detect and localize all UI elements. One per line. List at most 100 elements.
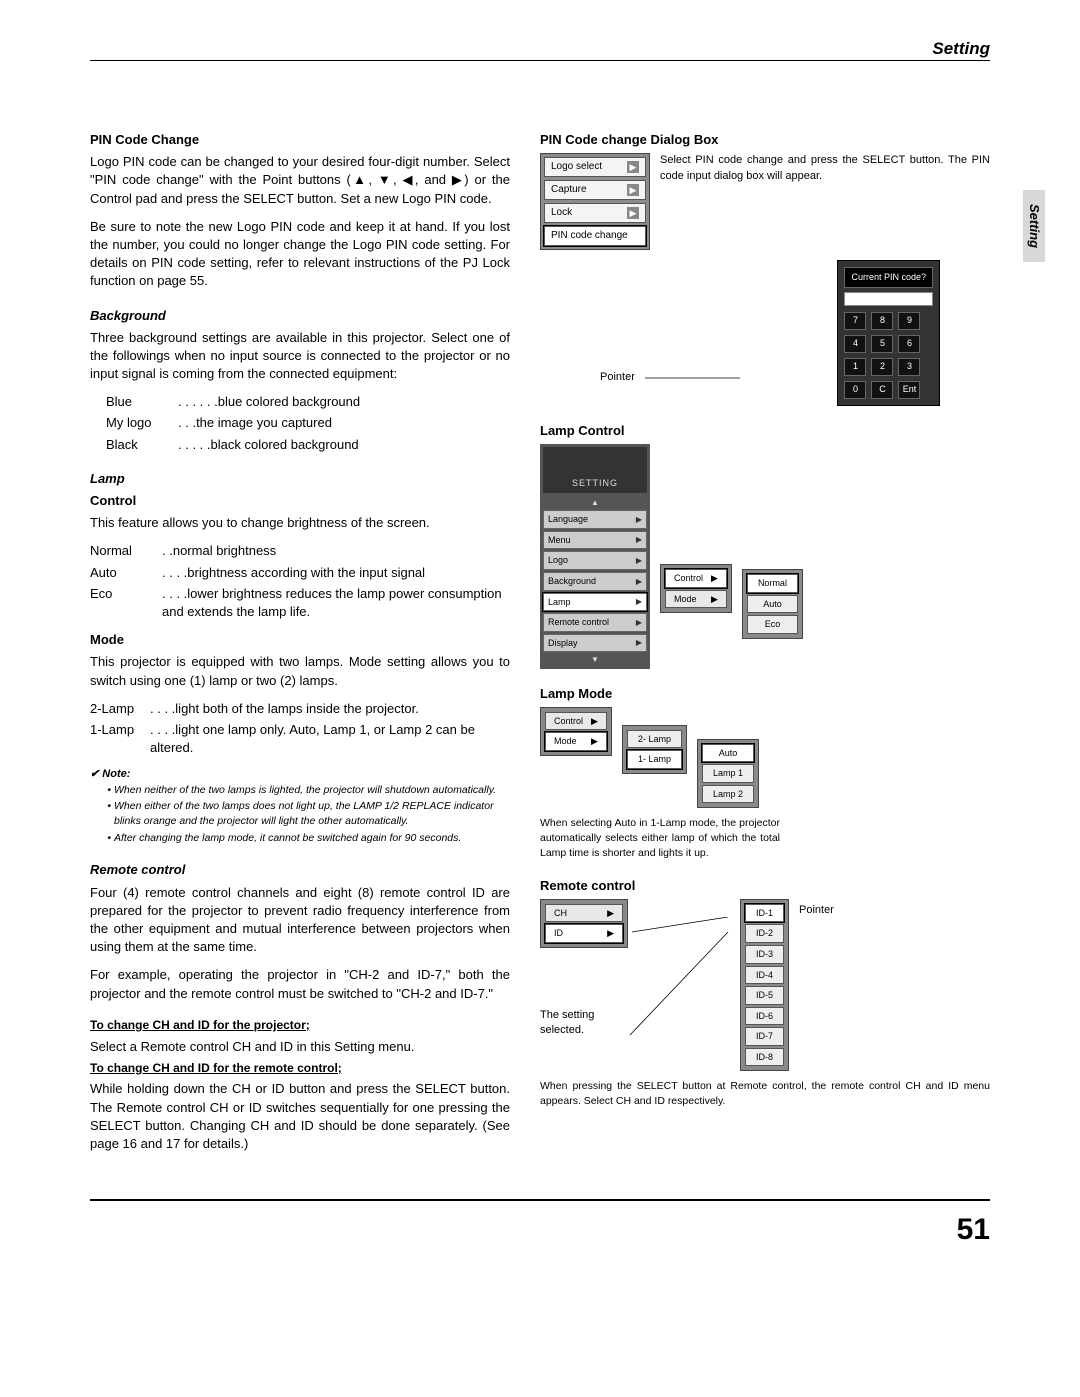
pointer-line	[645, 370, 745, 390]
sub-control[interactable]: Control▶	[665, 569, 727, 588]
keypad-title: Current PIN code?	[844, 267, 933, 288]
key-0[interactable]: 0	[844, 381, 866, 399]
control-options: Normal Auto Eco	[742, 569, 803, 639]
set-remote[interactable]: Remote control▶	[543, 613, 647, 632]
side-tab: Setting	[1023, 190, 1045, 262]
set-menu[interactable]: Menu▶	[543, 531, 647, 550]
mode-submenu: Control▶ Mode▶	[540, 707, 612, 756]
mode-options: 2- Lamp 1- Lamp	[622, 725, 687, 774]
remote-heading: Remote control	[90, 861, 510, 879]
key-8[interactable]: 8	[871, 312, 893, 330]
setting-selected-label: The setting selected.	[540, 1008, 630, 1039]
set-language[interactable]: Language▶	[543, 510, 647, 529]
control-heading: Control	[90, 492, 510, 510]
sub-mode2[interactable]: Mode▶	[545, 732, 607, 751]
connector-lines	[620, 917, 730, 1047]
pin-dialog-desc: Select PIN code change and press the SEL…	[660, 153, 990, 184]
keypad-entry[interactable]	[844, 292, 933, 306]
pin-dialog-heading: PIN Code change Dialog Box	[540, 131, 990, 149]
opt-id5[interactable]: ID-5	[745, 986, 784, 1005]
opt-2lamp[interactable]: 2- Lamp	[627, 730, 682, 749]
key-1[interactable]: 1	[844, 358, 866, 376]
mode-heading: Mode	[90, 631, 510, 649]
page-number: 51	[90, 1209, 990, 1251]
lamp-mode-caption: When selecting Auto in 1-Lamp mode, the …	[540, 816, 780, 860]
bg-k1: My logo	[106, 414, 178, 432]
opt-lamp2[interactable]: Lamp 2	[702, 785, 754, 804]
opt-id3[interactable]: ID-3	[745, 945, 784, 964]
opt-1lamp[interactable]: 1- Lamp	[627, 750, 682, 769]
sub-control2[interactable]: Control▶	[545, 712, 607, 731]
key-9[interactable]: 9	[898, 312, 920, 330]
remote-submenu: CH▶ ID▶	[540, 899, 628, 948]
sub-ch[interactable]: CH▶	[545, 904, 623, 923]
pin-menu: Logo select▶ Capture▶ Lock▶ PIN code cha…	[540, 153, 650, 250]
pin-keypad: Current PIN code? 7 8 9 4 5 6 1 2 3	[837, 260, 940, 406]
lamp-control-heading: Lamp Control	[540, 422, 990, 440]
change-rc-heading: To change CH and ID for the remote contr…	[90, 1060, 510, 1077]
mode-list: 2-Lamp. . . .light both of the lamps ins…	[90, 700, 510, 758]
lamp-mode-heading: Lamp Mode	[540, 685, 990, 703]
opt-id7[interactable]: ID-7	[745, 1027, 784, 1046]
sub-id[interactable]: ID▶	[545, 924, 623, 943]
key-3[interactable]: 3	[898, 358, 920, 376]
key-7[interactable]: 7	[844, 312, 866, 330]
page-header-title: Setting	[932, 37, 990, 61]
sub-mode[interactable]: Mode▶	[665, 590, 727, 609]
opt-id4[interactable]: ID-4	[745, 966, 784, 985]
menu-logo-select[interactable]: Logo select▶	[544, 157, 646, 177]
remote-p2: For example, operating the projector in …	[90, 966, 510, 1002]
opt-id1[interactable]: ID-1	[745, 904, 784, 923]
scroll-up-icon[interactable]: ▲	[543, 497, 647, 508]
menu-capture[interactable]: Capture▶	[544, 180, 646, 200]
key-6[interactable]: 6	[898, 335, 920, 353]
notes-list: When neither of the two lamps is lighted…	[90, 783, 510, 846]
pointer-label2: Pointer	[799, 903, 834, 918]
opt-id2[interactable]: ID-2	[745, 924, 784, 943]
menu-lock[interactable]: Lock▶	[544, 203, 646, 223]
right-column: PIN Code change Dialog Box Logo select▶ …	[540, 131, 990, 1169]
note-heading: Note:	[90, 767, 510, 782]
opt-lamp1[interactable]: Lamp 1	[702, 764, 754, 783]
mode-p: This projector is equipped with two lamp…	[90, 653, 510, 689]
control-p: This feature allows you to change bright…	[90, 514, 510, 532]
set-logo[interactable]: Logo▶	[543, 551, 647, 570]
key-4[interactable]: 4	[844, 335, 866, 353]
key-ent[interactable]: Ent	[898, 381, 920, 399]
scroll-down-icon[interactable]: ▼	[543, 654, 647, 665]
opt-eco[interactable]: Eco	[747, 615, 798, 634]
background-heading: Background	[90, 307, 510, 325]
set-display[interactable]: Display▶	[543, 634, 647, 653]
key-c[interactable]: C	[871, 381, 893, 399]
id-options: ID-1 ID-2 ID-3 ID-4 ID-5 ID-6 ID-7 ID-8	[740, 899, 789, 1072]
remote-caption: When pressing the SELECT button at Remot…	[540, 1079, 990, 1108]
pin-change-heading: PIN Code Change	[90, 131, 510, 149]
lamp-submenu: Control▶ Mode▶	[660, 564, 732, 613]
bg-k0: Blue	[106, 393, 178, 411]
background-list: Blue. . . . . .blue colored background M…	[90, 393, 510, 454]
opt-lauto[interactable]: Auto	[702, 744, 754, 763]
background-p: Three background settings are available …	[90, 329, 510, 384]
opt-auto[interactable]: Auto	[747, 595, 798, 614]
key-2[interactable]: 2	[871, 358, 893, 376]
lamp-options: Auto Lamp 1 Lamp 2	[697, 739, 759, 809]
remote-p1: Four (4) remote control channels and eig…	[90, 884, 510, 957]
remote-heading-r: Remote control	[540, 877, 990, 895]
settings-banner: SETTING	[543, 447, 647, 493]
control-list: Normal. .normal brightness Auto. . . .br…	[90, 542, 510, 621]
change-rc-p: While holding down the CH or ID button a…	[90, 1080, 510, 1153]
set-background[interactable]: Background▶	[543, 572, 647, 591]
key-5[interactable]: 5	[871, 335, 893, 353]
set-lamp[interactable]: Lamp▶	[543, 593, 647, 612]
pin-change-p1: Logo PIN code can be changed to your des…	[90, 153, 510, 208]
bg-k2: Black	[106, 436, 178, 454]
settings-panel: SETTING ▲ Language▶ Menu▶ Logo▶ Backgrou…	[540, 444, 650, 669]
menu-pin-code-change[interactable]: PIN code change	[544, 226, 646, 246]
opt-id8[interactable]: ID-8	[745, 1048, 784, 1067]
pointer-label: Pointer	[600, 370, 635, 385]
change-proj-heading: To change CH and ID for the projector;	[90, 1017, 510, 1034]
opt-normal[interactable]: Normal	[747, 574, 798, 593]
opt-id6[interactable]: ID-6	[745, 1007, 784, 1026]
pin-change-p2: Be sure to note the new Logo PIN code an…	[90, 218, 510, 291]
bottom-rule	[90, 1199, 990, 1201]
